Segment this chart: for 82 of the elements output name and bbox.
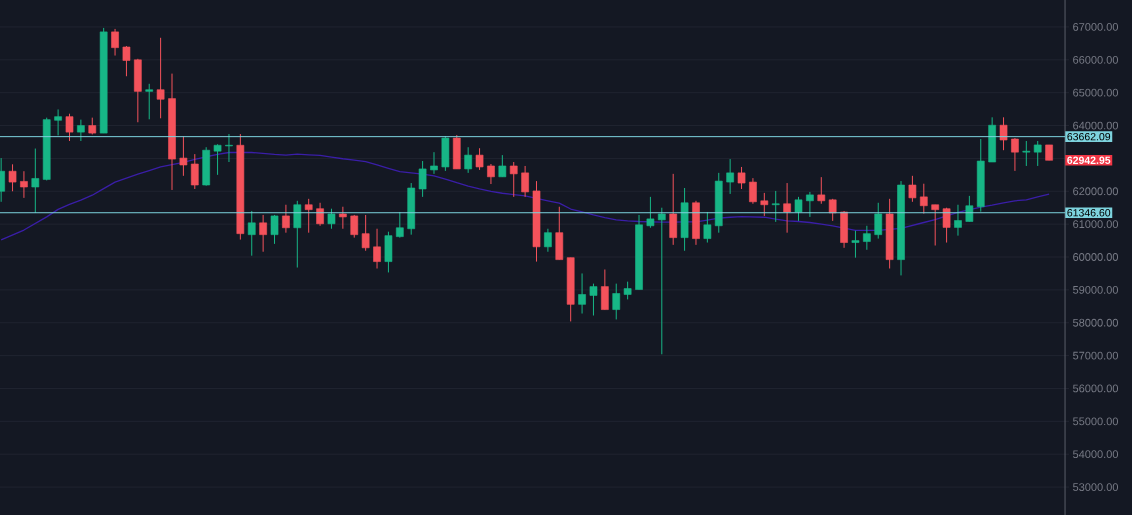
candlestick xyxy=(111,28,119,57)
candlestick xyxy=(908,175,917,203)
candlestick xyxy=(669,173,678,246)
candlestick xyxy=(806,191,814,218)
candlestick xyxy=(395,211,404,239)
y-tick-label: 65000.00 xyxy=(1073,88,1119,97)
candlestick xyxy=(339,206,347,230)
candlestick xyxy=(77,119,85,142)
ref-line-label: 63662.09 xyxy=(1067,132,1111,141)
y-tick-label: 67000.00 xyxy=(1073,23,1119,31)
candlestick xyxy=(293,200,302,269)
y-tick-label: 60000.00 xyxy=(1073,253,1119,261)
candlestick xyxy=(760,192,769,217)
candlestick xyxy=(225,133,233,163)
candlestick xyxy=(589,283,598,316)
y-tick-label: 62000.00 xyxy=(1073,187,1119,196)
candlestick xyxy=(601,268,609,311)
candlestick xyxy=(1011,137,1019,172)
candlestick xyxy=(156,37,165,119)
candlestick xyxy=(874,202,883,240)
candlestick xyxy=(794,196,803,222)
candlestick xyxy=(1022,140,1031,167)
candlestick xyxy=(771,190,780,223)
ref-line-label: 61346.60 xyxy=(1067,209,1111,217)
candlestick xyxy=(737,166,746,190)
candlestick xyxy=(361,214,370,252)
y-tick-label: 54000.00 xyxy=(1073,450,1119,459)
candlestick xyxy=(521,165,529,198)
candlestick xyxy=(783,182,791,234)
candlestick xyxy=(475,147,484,171)
candlestick xyxy=(430,151,438,175)
candlestick xyxy=(327,208,336,230)
candlestick xyxy=(282,204,290,234)
y-tick-label: 57000.00 xyxy=(1073,351,1119,360)
candlestick xyxy=(749,177,757,205)
candlestick xyxy=(863,225,871,251)
candlestick xyxy=(646,196,655,229)
candlestick xyxy=(1033,140,1042,167)
candlestick xyxy=(726,158,734,195)
candlestick xyxy=(418,160,427,198)
candlestick xyxy=(190,153,199,190)
candlestick xyxy=(464,146,472,174)
candlestick xyxy=(919,183,928,215)
candlestick xyxy=(145,83,154,120)
candlestick xyxy=(270,214,279,245)
y-tick-label: 53000.00 xyxy=(1073,483,1119,491)
candlestick xyxy=(122,45,131,77)
candlestick xyxy=(20,170,28,199)
candlestick xyxy=(509,161,518,198)
candlestick xyxy=(817,176,826,205)
candlestick xyxy=(213,143,222,176)
candlestick xyxy=(703,211,712,244)
candlestick xyxy=(965,195,974,223)
candlestick xyxy=(544,228,552,253)
candlestick xyxy=(657,207,666,355)
candlestick xyxy=(316,202,324,227)
candlestick xyxy=(304,198,313,234)
candlestick xyxy=(8,163,17,192)
y-tick-label: 56000.00 xyxy=(1073,384,1119,393)
y-tick-label: 66000.00 xyxy=(1073,55,1119,64)
candlestick xyxy=(578,272,586,315)
candlestick xyxy=(65,113,74,142)
y-tick-label: 64000.00 xyxy=(1073,121,1119,130)
y-tick-label: 61000.00 xyxy=(1073,220,1119,229)
candlestick xyxy=(942,207,951,244)
candlestick xyxy=(373,228,381,270)
candlestick xyxy=(999,116,1008,151)
text: 62942.95 xyxy=(1067,156,1111,165)
candlestick xyxy=(487,163,495,185)
candlestick xyxy=(31,148,40,214)
candlestick xyxy=(851,230,860,259)
y-tick-label: 58000.00 xyxy=(1073,318,1119,327)
candlestick xyxy=(612,283,621,320)
y-tick-label: 59000.00 xyxy=(1073,285,1119,294)
candlestick xyxy=(259,214,267,253)
candlestick xyxy=(498,154,507,178)
candlestick xyxy=(247,210,256,257)
candlestick xyxy=(954,204,962,237)
y-tick-label: 55000.00 xyxy=(1073,417,1119,426)
candlestick xyxy=(179,135,188,177)
candlestick xyxy=(54,108,62,136)
candlestick xyxy=(931,204,940,246)
